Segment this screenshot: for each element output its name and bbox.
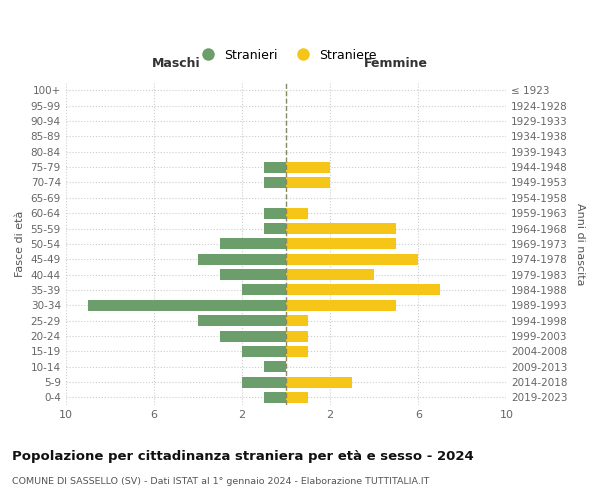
Text: Maschi: Maschi	[152, 58, 200, 70]
Bar	[286, 392, 308, 403]
Bar	[242, 284, 286, 296]
Bar	[264, 208, 286, 218]
Bar	[264, 177, 286, 188]
Bar	[286, 376, 352, 388]
Bar	[286, 254, 418, 265]
Legend: Stranieri, Straniere: Stranieri, Straniere	[191, 44, 382, 67]
Y-axis label: Anni di nascita: Anni di nascita	[575, 202, 585, 285]
Bar	[220, 269, 286, 280]
Bar	[264, 361, 286, 372]
Bar	[286, 238, 396, 250]
Bar	[264, 223, 286, 234]
Bar	[286, 284, 440, 296]
Bar	[220, 238, 286, 250]
Bar	[264, 162, 286, 172]
Bar	[242, 346, 286, 357]
Bar	[220, 330, 286, 342]
Bar	[286, 330, 308, 342]
Bar	[286, 300, 396, 311]
Bar	[264, 392, 286, 403]
Bar	[286, 315, 308, 326]
Bar	[88, 300, 286, 311]
Bar	[286, 269, 374, 280]
Bar	[198, 254, 286, 265]
Bar	[286, 162, 330, 172]
Bar	[286, 346, 308, 357]
Bar	[286, 177, 330, 188]
Y-axis label: Fasce di età: Fasce di età	[15, 210, 25, 277]
Bar	[198, 315, 286, 326]
Text: COMUNE DI SASSELLO (SV) - Dati ISTAT al 1° gennaio 2024 - Elaborazione TUTTITALI: COMUNE DI SASSELLO (SV) - Dati ISTAT al …	[12, 478, 430, 486]
Bar	[286, 223, 396, 234]
Text: Femmine: Femmine	[364, 58, 428, 70]
Bar	[286, 208, 308, 218]
Text: Popolazione per cittadinanza straniera per età e sesso - 2024: Popolazione per cittadinanza straniera p…	[12, 450, 474, 463]
Bar	[242, 376, 286, 388]
